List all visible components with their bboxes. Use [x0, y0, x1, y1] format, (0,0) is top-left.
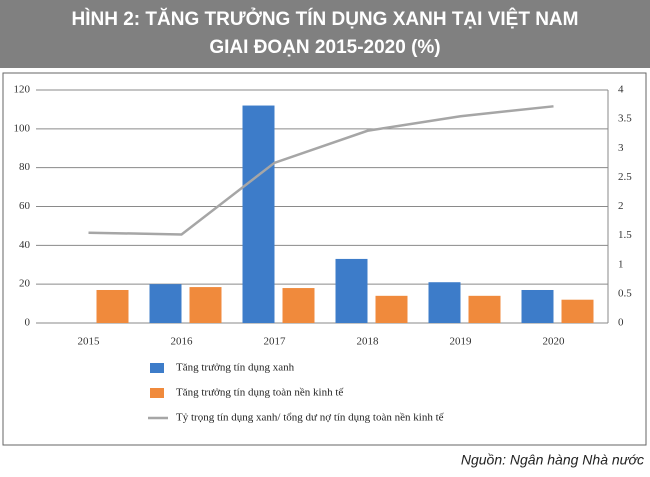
chart-title: GIAI ĐOẠN 2015-2020 (%) — [209, 37, 440, 58]
legend-swatch — [150, 363, 164, 373]
x-tick-label: 2015 — [78, 336, 101, 348]
y-tick-label: 120 — [14, 84, 31, 96]
chart-title: HÌNH 2: TĂNG TRƯỞNG TÍN DỤNG XANH TẠI VI… — [72, 8, 579, 30]
legend-label: Tăng trưởng tín dụng xanh — [176, 362, 295, 374]
bar — [242, 105, 275, 324]
y2-tick-label: 1 — [618, 258, 624, 270]
y2-tick-label: 4 — [618, 84, 624, 96]
legend-swatch — [150, 388, 164, 398]
bar — [335, 258, 368, 323]
legend-label: Tăng trưởng tín dụng toàn nền kinh tế — [176, 387, 344, 399]
y2-tick-label: 3.5 — [618, 113, 632, 125]
y2-tick-label: 0.5 — [618, 287, 632, 299]
y-tick-label: 80 — [19, 161, 31, 173]
y2-tick-label: 2.5 — [618, 171, 632, 183]
legend-label: Tỷ trọng tín dụng xanh/ tổng dư nợ tín d… — [176, 412, 445, 424]
y-tick-label: 20 — [19, 278, 31, 290]
chart-frame — [2, 72, 647, 446]
source: Nguồn: Ngân hàng Nhà nước — [461, 452, 644, 468]
y2-tick-label: 0 — [618, 317, 624, 329]
y2-tick-label: 2 — [618, 200, 624, 212]
bar — [468, 295, 501, 323]
line — [88, 105, 554, 236]
bar — [521, 289, 554, 323]
y2-tick-label: 3 — [618, 142, 624, 154]
x-tick-label: 2018 — [357, 336, 380, 348]
x-tick-label: 2019 — [450, 336, 473, 348]
bar — [149, 284, 182, 323]
title-banner — [0, 0, 650, 68]
x-tick-label: 2016 — [171, 336, 194, 348]
y-tick-label: 100 — [14, 122, 31, 134]
bar — [189, 287, 222, 323]
bar — [561, 299, 594, 323]
y-tick-label: 40 — [19, 239, 31, 251]
y-tick-label: 60 — [19, 200, 31, 212]
bar — [428, 282, 461, 323]
bar — [96, 289, 129, 323]
bar — [282, 288, 315, 323]
y-tick-label: 0 — [25, 317, 31, 329]
bar — [375, 295, 408, 323]
x-tick-label: 2017 — [264, 336, 287, 348]
y2-tick-label: 1.5 — [618, 229, 632, 241]
x-tick-label: 2020 — [543, 336, 566, 348]
